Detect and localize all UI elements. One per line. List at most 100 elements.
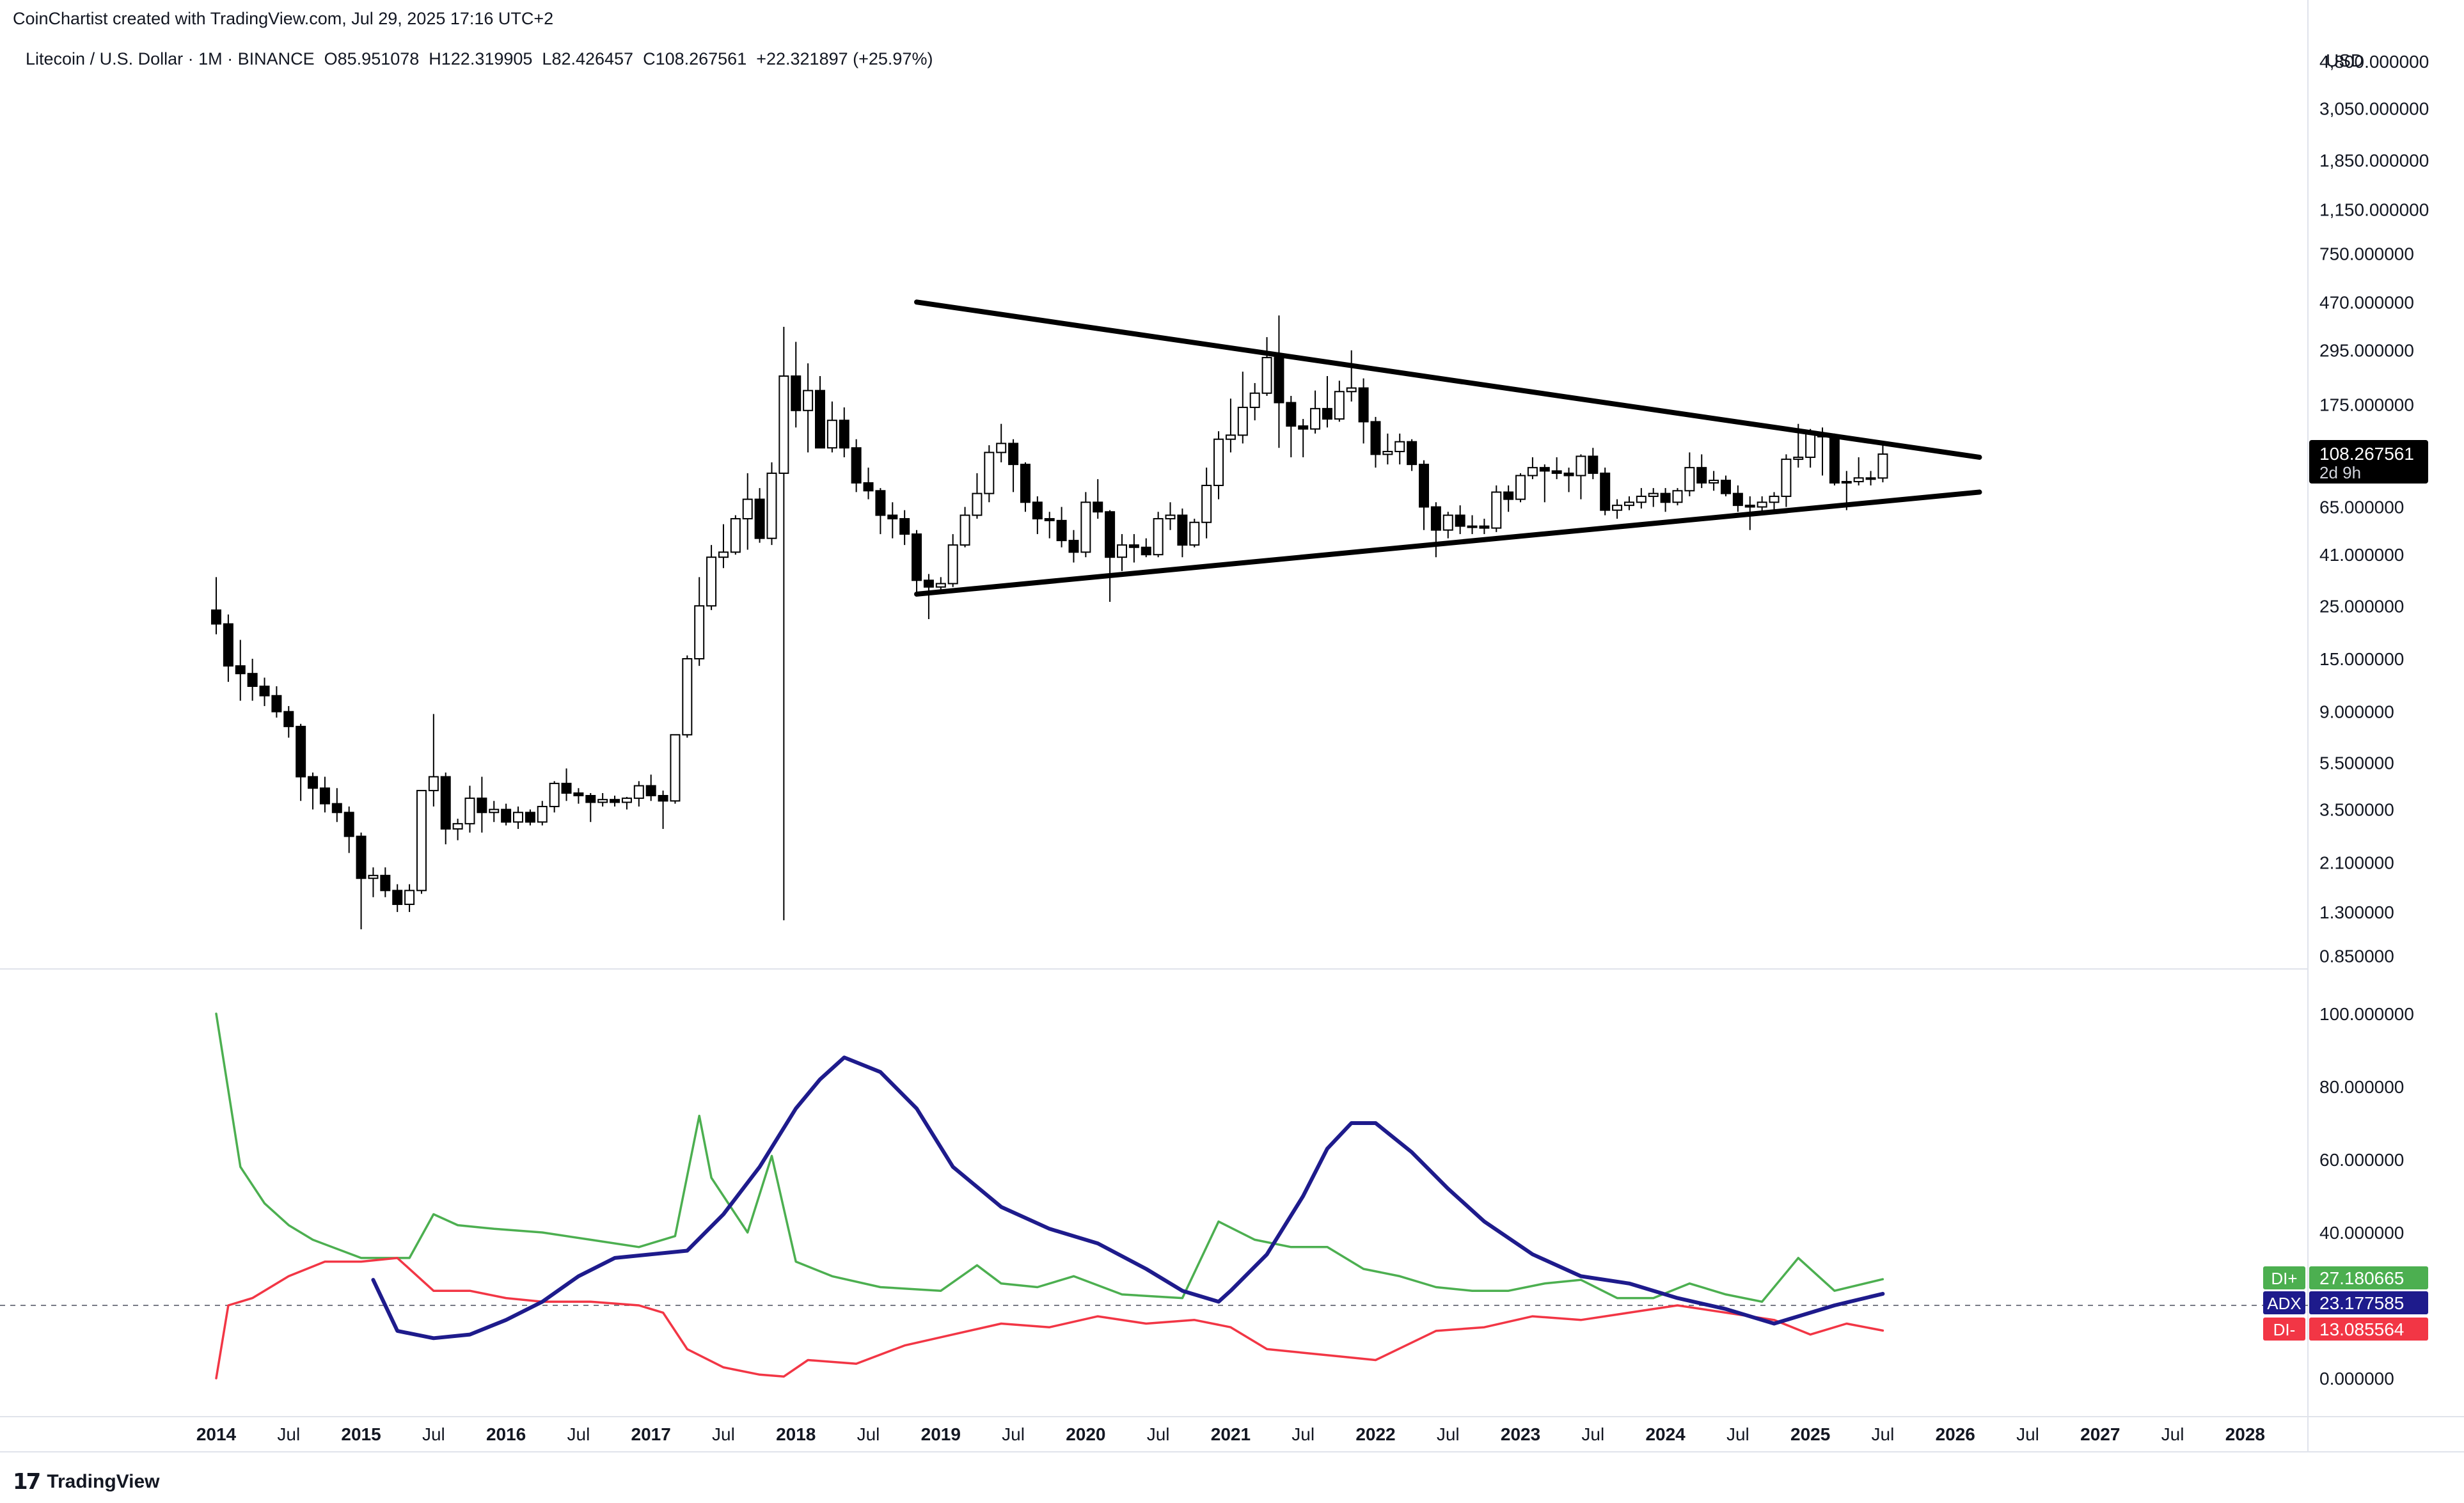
candle-body xyxy=(549,782,560,808)
candle xyxy=(645,775,656,801)
candle-body xyxy=(211,609,221,625)
candle-body xyxy=(1588,455,1599,474)
candle-body xyxy=(826,420,837,449)
candle xyxy=(1781,454,1792,507)
candle xyxy=(621,797,632,810)
candle xyxy=(319,776,330,813)
candle xyxy=(1105,510,1116,602)
candle-body xyxy=(730,518,741,553)
candle xyxy=(1237,372,1248,444)
candle xyxy=(670,734,681,804)
candlestick-series xyxy=(211,315,1888,929)
candle-body xyxy=(1636,496,1647,503)
candle xyxy=(839,407,849,457)
countdown-label: 2d 9h xyxy=(2319,463,2361,482)
candle xyxy=(1117,534,1127,571)
price-tick-label: 9.000000 xyxy=(2319,702,2394,722)
indicator-tick-label: 100.000000 xyxy=(2319,1004,2414,1024)
symbol-legend: Litecoin / U.S. Dollar · 1M · BINANCE O8… xyxy=(26,49,933,69)
price-tick-label: 1,150.000000 xyxy=(2319,200,2429,219)
candle-body xyxy=(271,695,282,712)
candle xyxy=(826,401,837,453)
candle xyxy=(1829,433,1840,485)
time-tick-label: Jul xyxy=(1437,1424,1460,1444)
candle-body xyxy=(694,605,705,660)
candle-body xyxy=(319,787,330,805)
candle xyxy=(1515,473,1526,503)
candle xyxy=(1093,479,1103,519)
candle xyxy=(1286,395,1297,457)
candle-body xyxy=(1068,540,1079,553)
candle-body xyxy=(754,498,765,539)
candle xyxy=(863,468,874,500)
candle xyxy=(1298,419,1309,457)
candle-body xyxy=(1853,477,1864,483)
candle-body xyxy=(489,808,500,814)
candle-body xyxy=(1237,406,1248,436)
series-di-plus-line xyxy=(215,1012,1884,1303)
indicator-tick-label: 40.000000 xyxy=(2319,1223,2404,1243)
indicator-name-tag xyxy=(2263,1318,2305,1341)
candle-body xyxy=(1346,387,1357,393)
time-tick-label: 2019 xyxy=(921,1424,961,1444)
candle-body xyxy=(235,665,246,675)
candle xyxy=(416,790,427,894)
indicator-name-tag xyxy=(2263,1266,2305,1289)
candle-body xyxy=(1829,436,1840,484)
candle-body xyxy=(296,725,306,778)
time-tick-label: Jul xyxy=(422,1424,445,1444)
symbol-line: Litecoin / U.S. Dollar · 1M · BINANCE xyxy=(26,49,315,68)
price-tick-label: 295.000000 xyxy=(2319,341,2414,361)
candle-body xyxy=(1189,521,1200,546)
time-tick-label: 2020 xyxy=(1066,1424,1105,1444)
candle xyxy=(296,723,306,801)
candle-body xyxy=(1128,544,1139,548)
candle-body xyxy=(1769,496,1780,503)
time-tick-label: 2018 xyxy=(776,1424,816,1444)
tradingview-footer[interactable]: 𝟭𝟳 TradingView xyxy=(13,1469,160,1495)
candle-body xyxy=(1117,544,1127,558)
candle xyxy=(1563,468,1574,492)
candle xyxy=(271,686,282,718)
indicator-value-tag xyxy=(2309,1291,2428,1314)
candle xyxy=(1721,475,1731,497)
candle-body xyxy=(1660,492,1671,503)
candle-body xyxy=(1455,514,1465,527)
candle xyxy=(549,781,560,813)
candle xyxy=(1370,416,1381,468)
candle xyxy=(1467,515,1478,535)
indicator-axis[interactable]: 100.000000 80.000000 60.000000 40.000000 0.0… xyxy=(2319,1004,2414,1389)
time-tick-label: Jul xyxy=(1147,1424,1170,1444)
candle xyxy=(778,327,789,920)
candle-body xyxy=(1527,467,1538,476)
candle-body xyxy=(513,812,523,823)
series-adx-line xyxy=(371,1055,1885,1341)
ohlc-values: O85.951078 H122.319905 L82.426457 C108.2… xyxy=(324,49,933,68)
candle xyxy=(1056,507,1067,547)
candle xyxy=(1672,488,1683,506)
candle-body xyxy=(863,482,874,492)
candle-body xyxy=(1008,443,1019,466)
candle xyxy=(392,884,403,912)
time-tick-label: Jul xyxy=(1872,1424,1895,1444)
time-tick-label: 2017 xyxy=(631,1424,671,1444)
candle-body xyxy=(1576,455,1586,476)
time-tick-label: 2026 xyxy=(1936,1424,1975,1444)
time-axis[interactable]: 2014 Jul 2015 Jul 2016 Jul 2017 Jul 2018 Jul 2019 J… xyxy=(196,1424,2265,1444)
candle xyxy=(1877,441,1888,483)
candle-body xyxy=(585,794,596,803)
candle-body xyxy=(923,579,934,588)
candle-body xyxy=(561,782,572,794)
candle xyxy=(537,801,548,826)
candle xyxy=(1491,485,1502,532)
candle-body xyxy=(356,835,367,879)
candle-body xyxy=(1709,480,1719,484)
time-tick-label: 2016 xyxy=(486,1424,526,1444)
indicator-tick-label: 0.000000 xyxy=(2319,1369,2394,1389)
candle-body xyxy=(368,874,379,879)
candle xyxy=(489,801,500,822)
candle xyxy=(1177,508,1188,558)
price-tick-label: 0.850000 xyxy=(2319,947,2394,966)
